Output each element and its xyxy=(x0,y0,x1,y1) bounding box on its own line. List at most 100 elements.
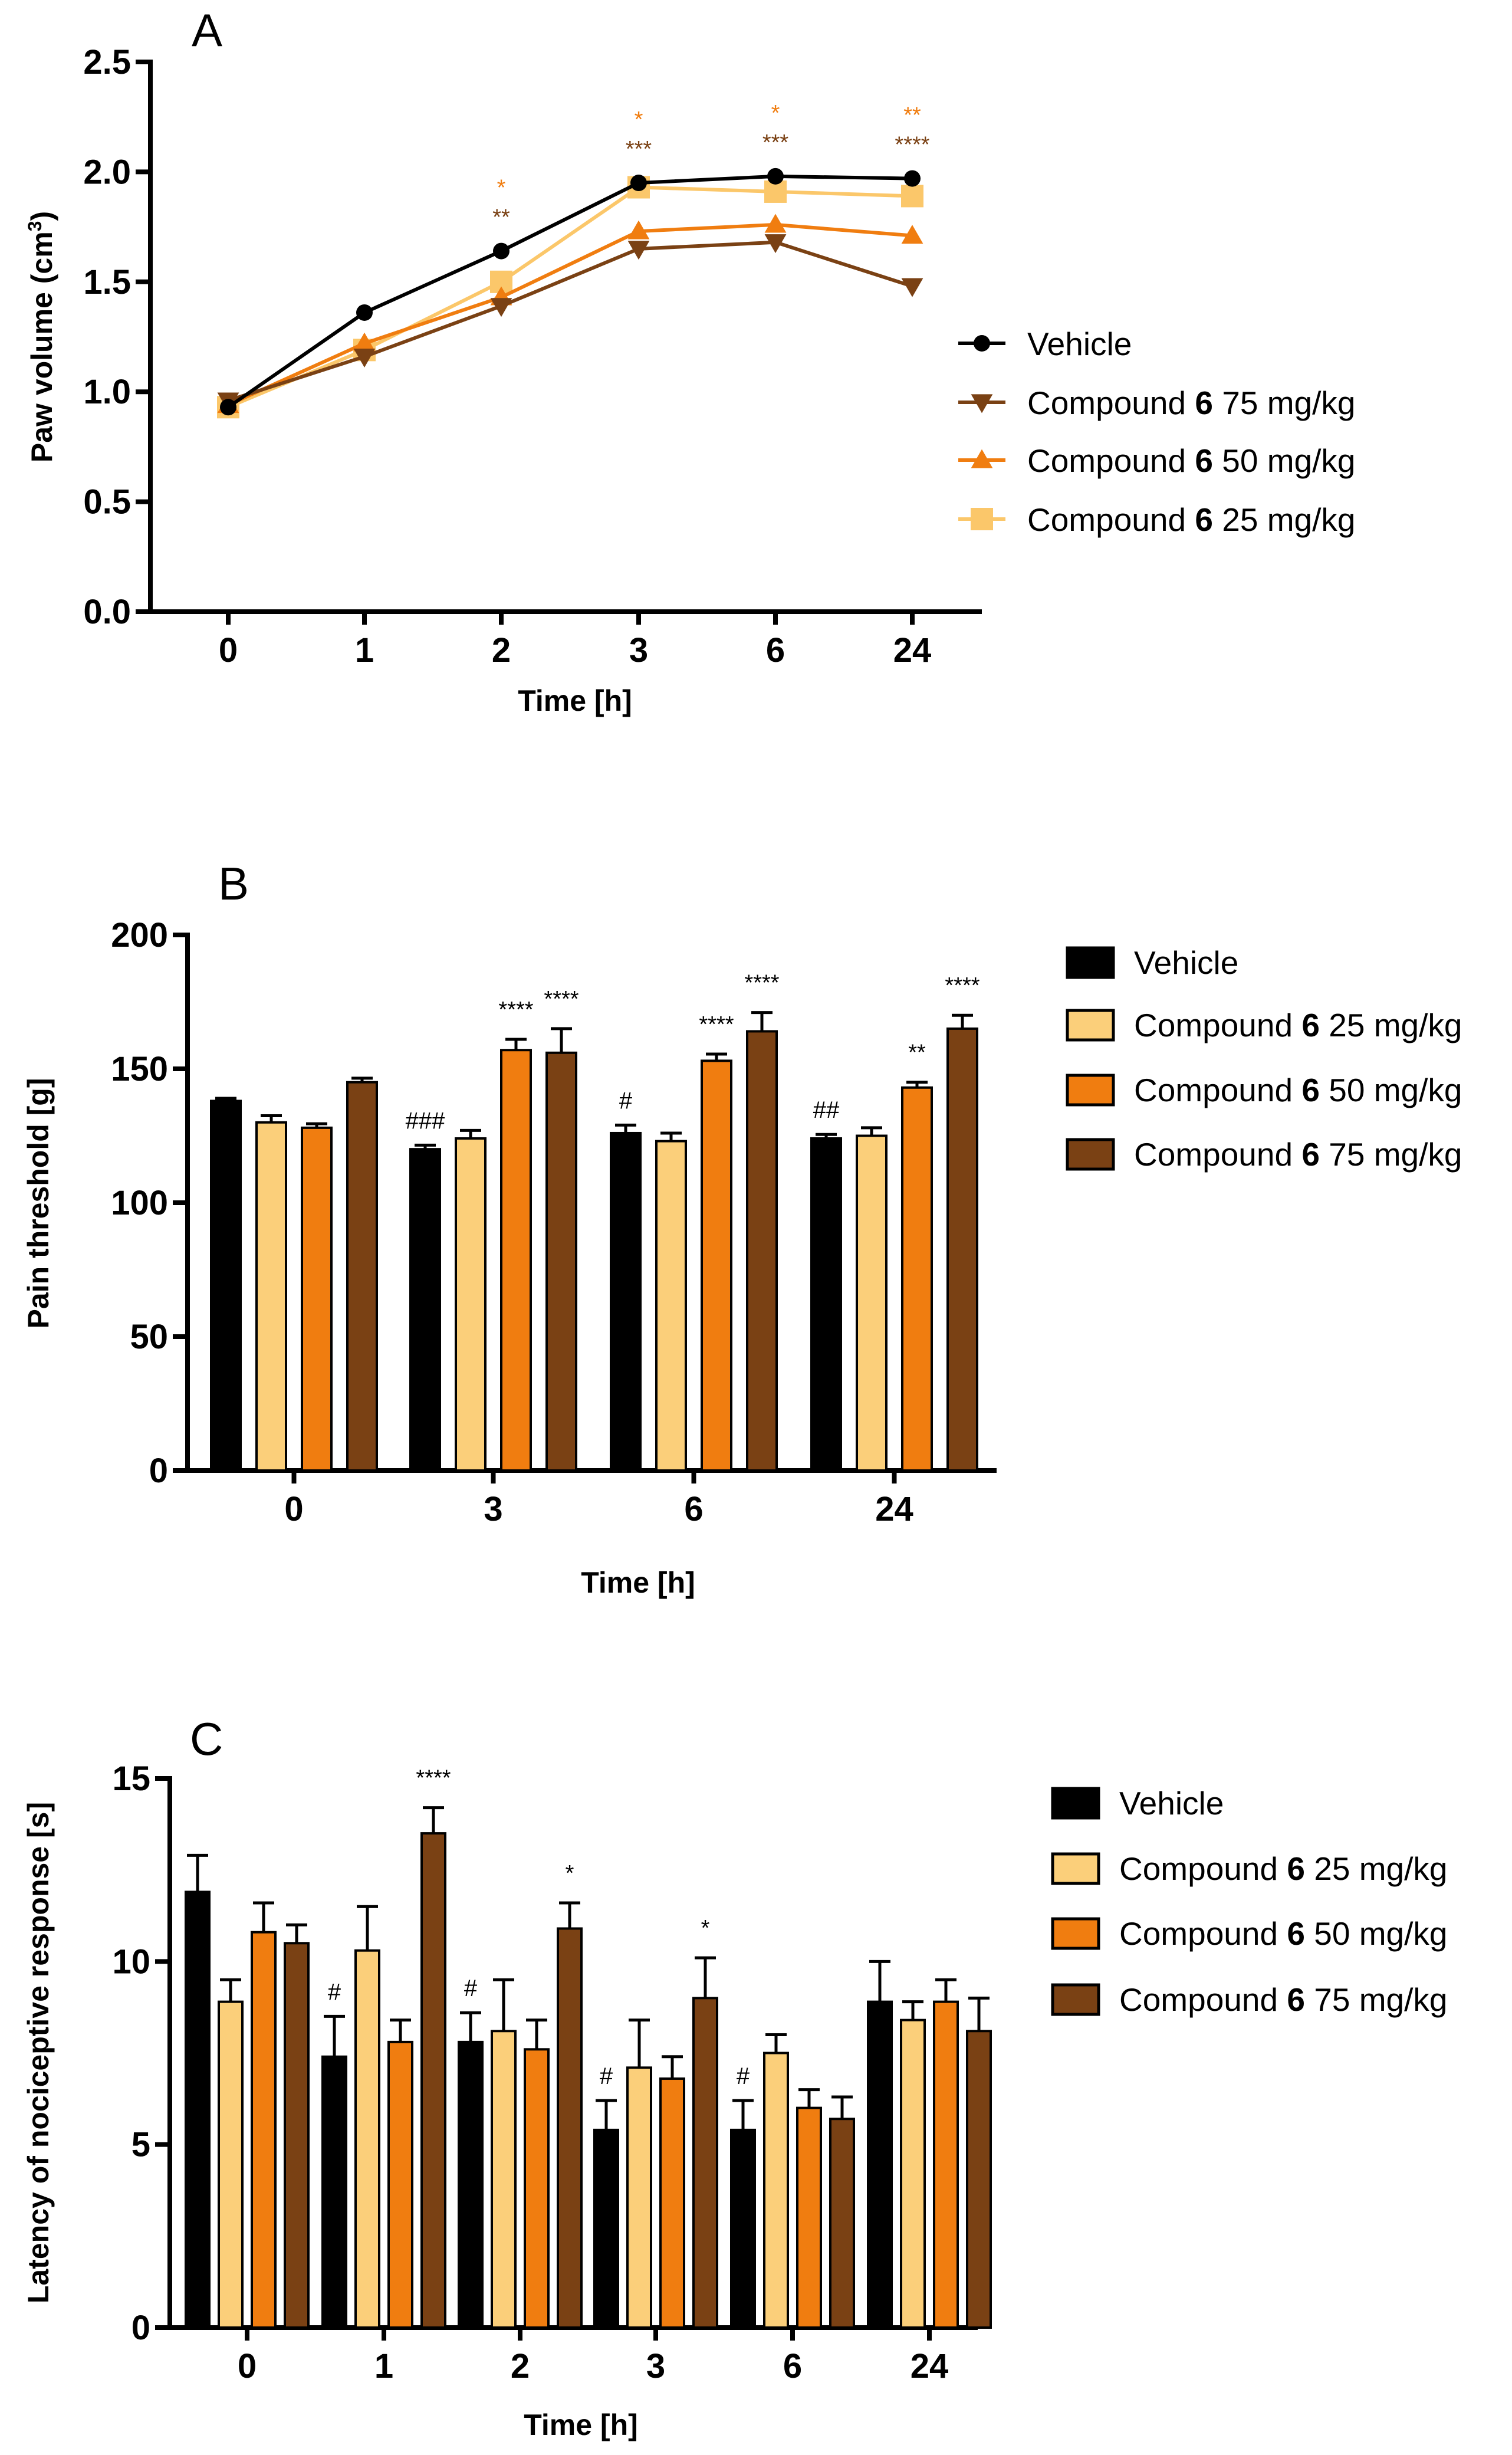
hash-annotation: # xyxy=(619,1088,633,1114)
legend-label: Compound 6 25 mg/kg xyxy=(1134,1007,1462,1043)
bar xyxy=(730,2128,756,2329)
data-point xyxy=(627,241,650,260)
bar xyxy=(301,1126,333,1472)
legend-label: Compound 6 50 mg/kg xyxy=(1134,1072,1462,1108)
x-tick-label: 1 xyxy=(355,631,374,669)
bar xyxy=(346,1081,378,1472)
significance-stars: ** xyxy=(903,103,921,128)
series-line xyxy=(228,240,913,402)
bar xyxy=(557,1927,583,2329)
panel-c-bar-chart: C 0 5 10 15 0 1 2 3 6 24 # **** # * # * # Time [h] Latency … xyxy=(22,1713,1447,2441)
bar xyxy=(218,2000,244,2329)
data-point xyxy=(767,168,784,185)
legend-label: Compound 6 50 mg/kg xyxy=(1027,442,1355,479)
x-tick-label: 6 xyxy=(684,1490,703,1528)
hash-annotation: # xyxy=(737,2063,750,2089)
bar xyxy=(284,1942,310,2329)
bar xyxy=(185,1891,211,2329)
hash-annotation: # xyxy=(328,1979,341,2005)
y-tick-label: 1.0 xyxy=(83,373,131,411)
y-tick-label: 2.0 xyxy=(83,153,131,191)
significance-stars: **** xyxy=(498,997,533,1022)
y-tick-label: 2.5 xyxy=(83,43,131,81)
data-point xyxy=(630,175,647,192)
legend-swatch xyxy=(1051,1787,1100,1820)
significance-stars: * xyxy=(701,1916,710,1941)
significance-stars: **** xyxy=(895,133,929,157)
bar xyxy=(829,2118,855,2329)
panel-letter: C xyxy=(190,1713,223,1765)
bar xyxy=(655,1140,687,1472)
series-line xyxy=(227,174,913,409)
bar xyxy=(255,1121,287,1472)
x-axis-title: Time [h] xyxy=(581,1566,695,1599)
significance-stars: **** xyxy=(945,973,979,998)
bar xyxy=(491,2030,517,2329)
legend-swatch xyxy=(1051,1852,1100,1885)
legend-swatch xyxy=(1066,946,1115,979)
bar xyxy=(545,1051,577,1472)
y-tick-label: 5 xyxy=(132,2126,150,2164)
data-point xyxy=(627,220,650,239)
x-tick-label: 0 xyxy=(238,2347,257,2385)
hash-annotation: ### xyxy=(406,1108,445,1134)
legend-swatch xyxy=(1066,1074,1115,1107)
bar xyxy=(387,2040,413,2329)
data-point xyxy=(356,304,373,321)
x-tick-label: 2 xyxy=(492,631,511,669)
bar xyxy=(593,2128,619,2329)
x-tick-label: 0 xyxy=(219,631,238,669)
data-point xyxy=(353,348,376,367)
x-tick-label: 1 xyxy=(374,2347,393,2385)
data-point xyxy=(764,214,787,233)
hash-annotation: # xyxy=(600,2063,613,2089)
y-tick-label: 10 xyxy=(112,1942,150,1981)
bar xyxy=(746,1030,778,1472)
bar xyxy=(796,2106,822,2329)
legend-swatch xyxy=(1051,1983,1100,2016)
x-tick-label: 24 xyxy=(875,1490,913,1528)
x-tick-label: 6 xyxy=(783,2347,802,2385)
bar xyxy=(810,1137,842,1472)
y-tick-label: 0.0 xyxy=(83,593,131,631)
data-point xyxy=(901,185,923,208)
significance-stars: ** xyxy=(908,1041,926,1065)
legend-label: Compound 6 25 mg/kg xyxy=(1027,501,1355,538)
significance-stars: *** xyxy=(626,137,652,162)
x-tick-label: 3 xyxy=(629,631,648,669)
bar xyxy=(966,2030,992,2329)
y-tick-label: 50 xyxy=(130,1318,168,1356)
bar xyxy=(321,2055,347,2329)
legend-label: Compound 6 25 mg/kg xyxy=(1119,1850,1447,1887)
x-tick-label: 3 xyxy=(484,1490,502,1528)
significance-stars: **** xyxy=(544,987,578,1012)
y-tick-label: 0 xyxy=(132,2309,150,2347)
legend-label: Compound 6 75 mg/kg xyxy=(1134,1136,1462,1173)
x-tick-label: 0 xyxy=(284,1490,303,1528)
hash-annotation: # xyxy=(464,1975,478,2001)
panel-letter: A xyxy=(192,4,222,56)
bar xyxy=(692,1997,718,2329)
data-point xyxy=(353,332,376,352)
y-tick-label: 150 xyxy=(111,1050,168,1088)
bar xyxy=(409,1148,441,1472)
significance-stars: * xyxy=(635,107,643,132)
panel-b-bar-chart: B 0 50 100 150 200 0 3 6 24 ### **** **** # **** **** ##… xyxy=(22,858,1462,1599)
bar xyxy=(458,2040,484,2329)
legend-swatch xyxy=(1066,1138,1115,1171)
data-point xyxy=(764,234,787,254)
x-tick-label: 24 xyxy=(893,631,932,669)
legend-label: Compound 6 75 mg/kg xyxy=(1027,385,1355,421)
series-line xyxy=(227,222,913,407)
x-axis-title: Time [h] xyxy=(524,2408,638,2441)
legend-swatch xyxy=(1066,1009,1115,1042)
x-tick-label: 6 xyxy=(766,631,785,669)
bar xyxy=(901,1086,933,1472)
bar xyxy=(354,1949,380,2329)
y-tick-label: 0 xyxy=(149,1452,168,1490)
data-point xyxy=(904,170,921,187)
y-axis-title: Paw volume (cm3) xyxy=(24,211,58,462)
data-point xyxy=(901,278,923,297)
legend-marker xyxy=(971,394,993,413)
